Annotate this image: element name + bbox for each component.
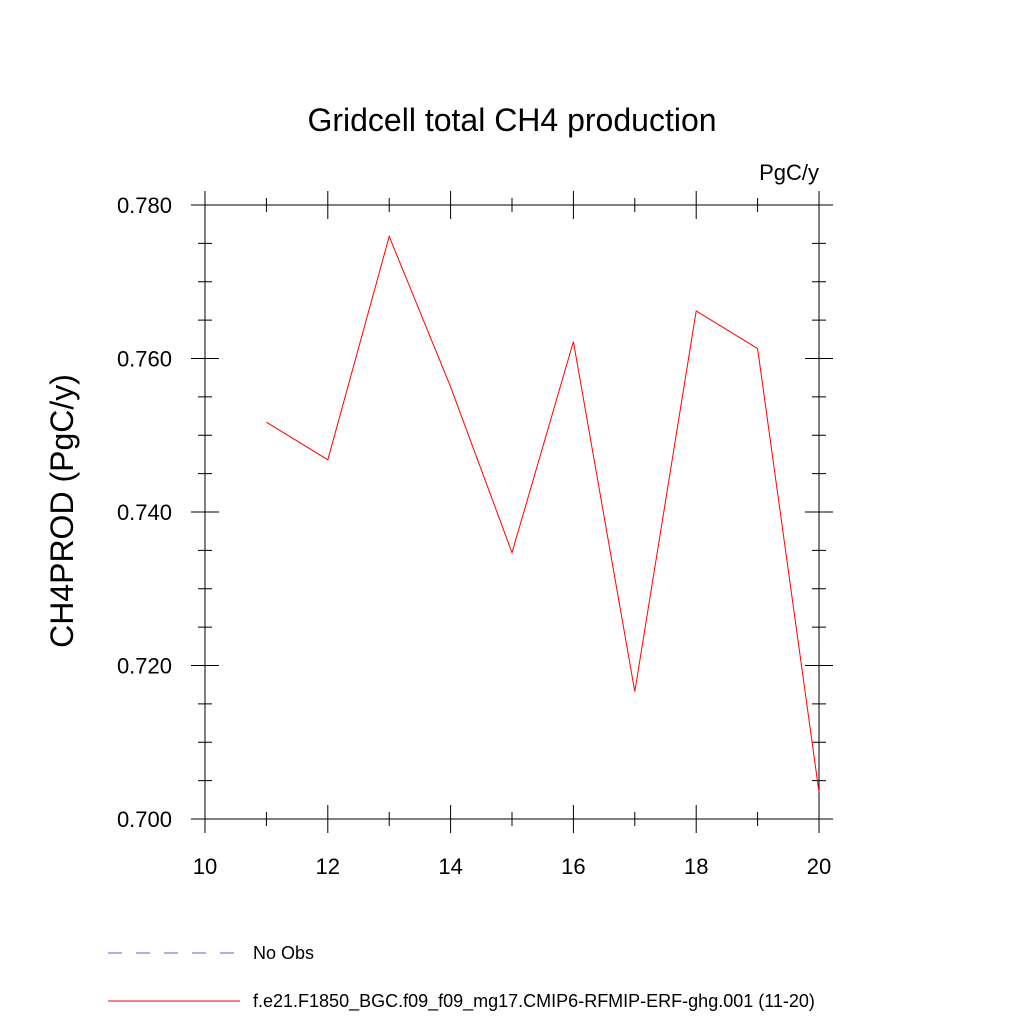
y-axis-label: CH4PROD (PgC/y) xyxy=(44,374,80,648)
legend: No Obs f.e21.F1850_BGC.f09_f09_mg17.CMIP… xyxy=(108,943,815,1012)
series-lines xyxy=(266,234,820,793)
y-tick-label: 0.760 xyxy=(117,347,172,372)
y-tick-label: 0.700 xyxy=(117,807,172,832)
legend-label-model: f.e21.F1850_BGC.f09_f09_mg17.CMIP6-RFMIP… xyxy=(253,991,815,1012)
x-tick-label: 14 xyxy=(438,854,462,879)
axis-tick-labels: 10 12 14 16 18 20 0.700 0.720 0.740 0.760 0.780 xyxy=(117,193,831,879)
units-label: PgC/y xyxy=(759,160,819,185)
chart-title: Gridcell total CH4 production xyxy=(307,102,716,138)
x-tick-label: 16 xyxy=(561,854,585,879)
x-tick-label: 20 xyxy=(807,854,831,879)
y-tick-label: 0.720 xyxy=(117,654,172,679)
x-tick-label: 12 xyxy=(316,854,340,879)
axis-ticks xyxy=(191,191,833,833)
y-tick-label: 0.740 xyxy=(117,500,172,525)
plot-frame xyxy=(204,204,820,820)
legend-label-no-obs: No Obs xyxy=(253,943,314,963)
x-tick-label: 18 xyxy=(684,854,708,879)
series-line xyxy=(266,234,820,793)
y-tick-label: 0.780 xyxy=(117,193,172,218)
x-tick-label: 10 xyxy=(193,854,217,879)
